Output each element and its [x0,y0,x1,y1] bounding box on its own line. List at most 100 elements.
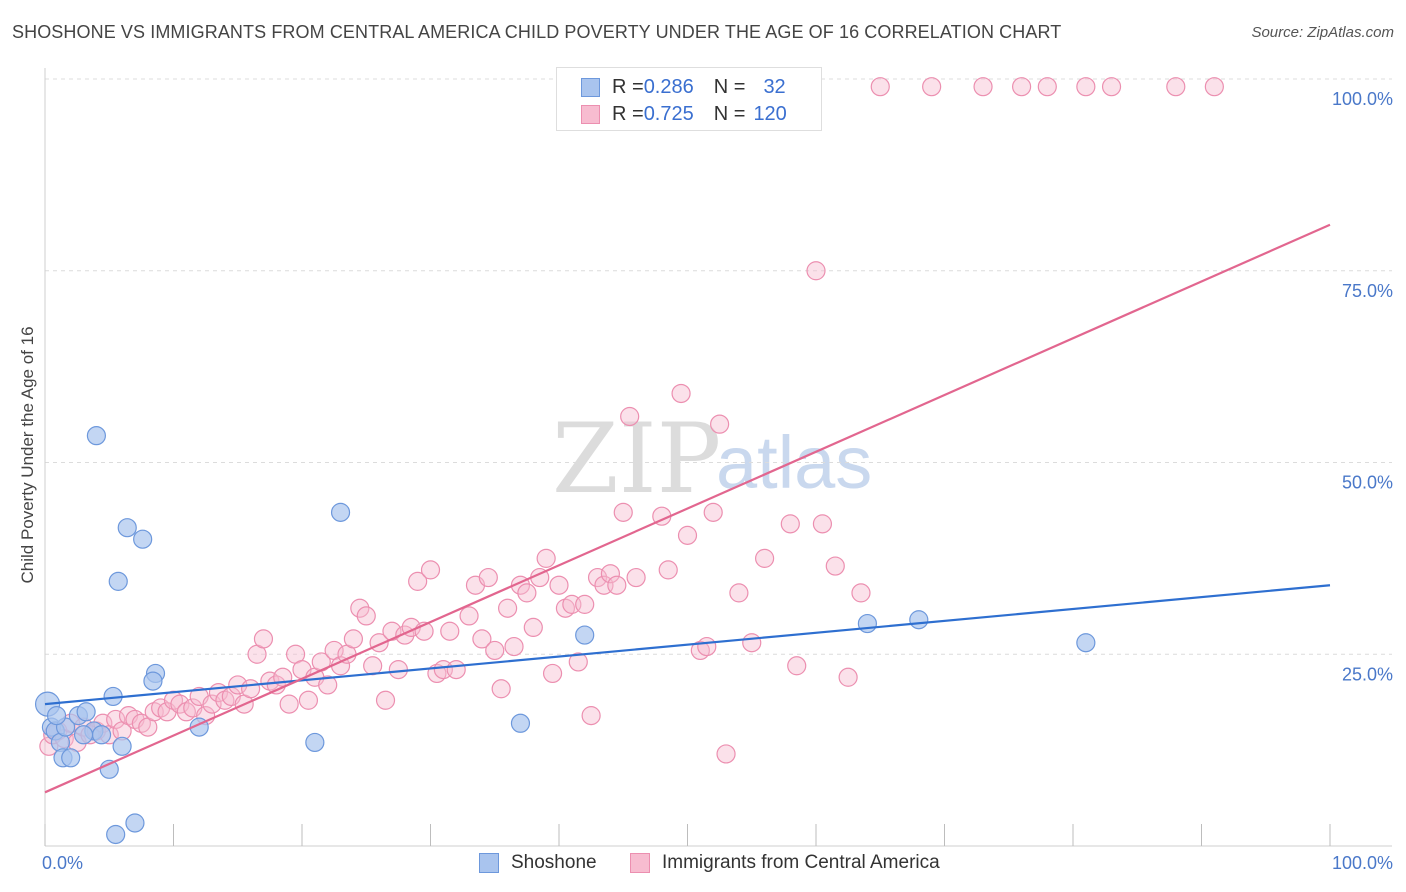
shoshone-point [108,571,128,591]
trend-lines [44,223,1331,794]
immigrants-point [575,594,595,614]
gridlines [45,78,1392,655]
immigrants-point [375,690,396,710]
legend-row-immigrants: R = 0.725 N = 120 [581,103,787,125]
shoshone-point [510,713,531,733]
immigrants-point [1204,77,1224,97]
immigrants-point [825,556,845,576]
shoshone-point [575,625,595,645]
r-value: 0.725 [643,102,694,125]
immigrants-swatch [581,104,600,124]
shoshone-point [125,813,145,833]
immigrants-point [241,679,261,699]
shoshone-swatch [581,77,600,97]
immigrants-point [446,659,466,680]
x-tick-label-0: 0.0% [42,853,83,873]
r-value: 0.286 [643,75,694,98]
immigrants-point [780,514,800,534]
immigrants-point [498,598,518,618]
immigrants-point [568,652,588,672]
immigrants-point [870,77,890,97]
immigrants-point [363,656,383,676]
immigrants-point [504,636,524,657]
immigrants-point [459,606,479,626]
immigrants-point [922,77,942,97]
immigrants-point [1011,77,1032,97]
immigrants-point [478,567,498,588]
shoshone-point [117,518,137,538]
immigrants-point [1166,77,1186,97]
shoshone-point [1076,633,1096,653]
shoshone-point [133,529,153,549]
y-tick-label-100: 100.0% [1332,89,1393,109]
n-label: N = [713,102,746,125]
immigrants-swatch [630,853,650,873]
series-legend: Shoshone Immigrants from Central America [0,852,1406,876]
immigrants-point [536,548,556,568]
immigrants-point [587,567,608,588]
immigrants-point [523,617,543,638]
immigrants-point [549,575,569,595]
immigrants-point [729,583,749,603]
shoshone-point [86,426,107,446]
shoshone-point [73,725,94,745]
immigrants-point [356,606,376,626]
immigrants-point [420,560,441,580]
immigrants-point [626,567,646,588]
immigrants-point [440,621,460,641]
immigrants-point [298,690,319,710]
immigrants-point [485,640,505,661]
immigrants-point [542,663,563,684]
immigrants-point [388,659,408,680]
x-tick-label-100: 100.0% [1332,853,1393,873]
immigrants-point [973,77,993,97]
source-credit: Source: ZipAtlas.com [1251,24,1394,41]
immigrants-point [343,629,363,649]
legend-item-shoshone[interactable]: Shoshone [479,852,597,874]
legend-label-shoshone: Shoshone [511,852,597,873]
shoshone-point [143,671,163,691]
immigrants-point [613,502,633,522]
shoshone-point [91,725,112,745]
immigrants-point [517,583,537,603]
n-label: N = [713,75,746,98]
shoshone-point [857,613,878,634]
correlation-legend: R = 0.286 N = 32 R = 0.725 N = 120 [556,67,822,131]
legend-item-immigrants[interactable]: Immigrants from Central America [630,852,940,874]
immigrants-point [472,629,492,649]
r-label: R = [612,102,644,125]
immigrants-point [279,694,299,714]
y-tick-label-25: 25.0% [1342,664,1393,684]
immigrants-point [408,571,428,591]
n-value: 32 [763,75,786,98]
y-tick-label-50: 50.0% [1342,473,1393,493]
shoshone-point [909,610,929,630]
shoshone-point [330,502,351,522]
immigrants-point [710,414,730,434]
immigrants-point [350,598,370,618]
immigrants-point [754,548,775,568]
immigrants-point [742,633,762,653]
immigrants-point [838,667,858,687]
immigrants-point [1101,77,1122,97]
chart-title: SHOSHONE VS IMMIGRANTS FROM CENTRAL AMER… [12,22,1062,42]
immigrants-point [202,694,222,714]
immigrants-point [253,629,274,649]
immigrants-point [787,656,807,676]
immigrants-point [851,583,871,603]
legend-label-immigrants: Immigrants from Central America [662,852,940,873]
immigrants-point [607,575,627,595]
immigrants-point [170,694,190,714]
shoshone-point [305,732,325,753]
legend-row-shoshone: R = 0.286 N = 32 [581,76,786,98]
shoshone-point [106,824,126,845]
shoshone-trend-line [44,584,1331,706]
n-value: 120 [753,102,787,125]
r-label: R = [612,75,644,98]
immigrants-point [1076,77,1096,97]
y-tick-label-75: 75.0% [1342,281,1393,301]
immigrants-point [716,744,736,764]
immigrants-point [620,406,640,427]
immigrants-point [491,679,511,699]
